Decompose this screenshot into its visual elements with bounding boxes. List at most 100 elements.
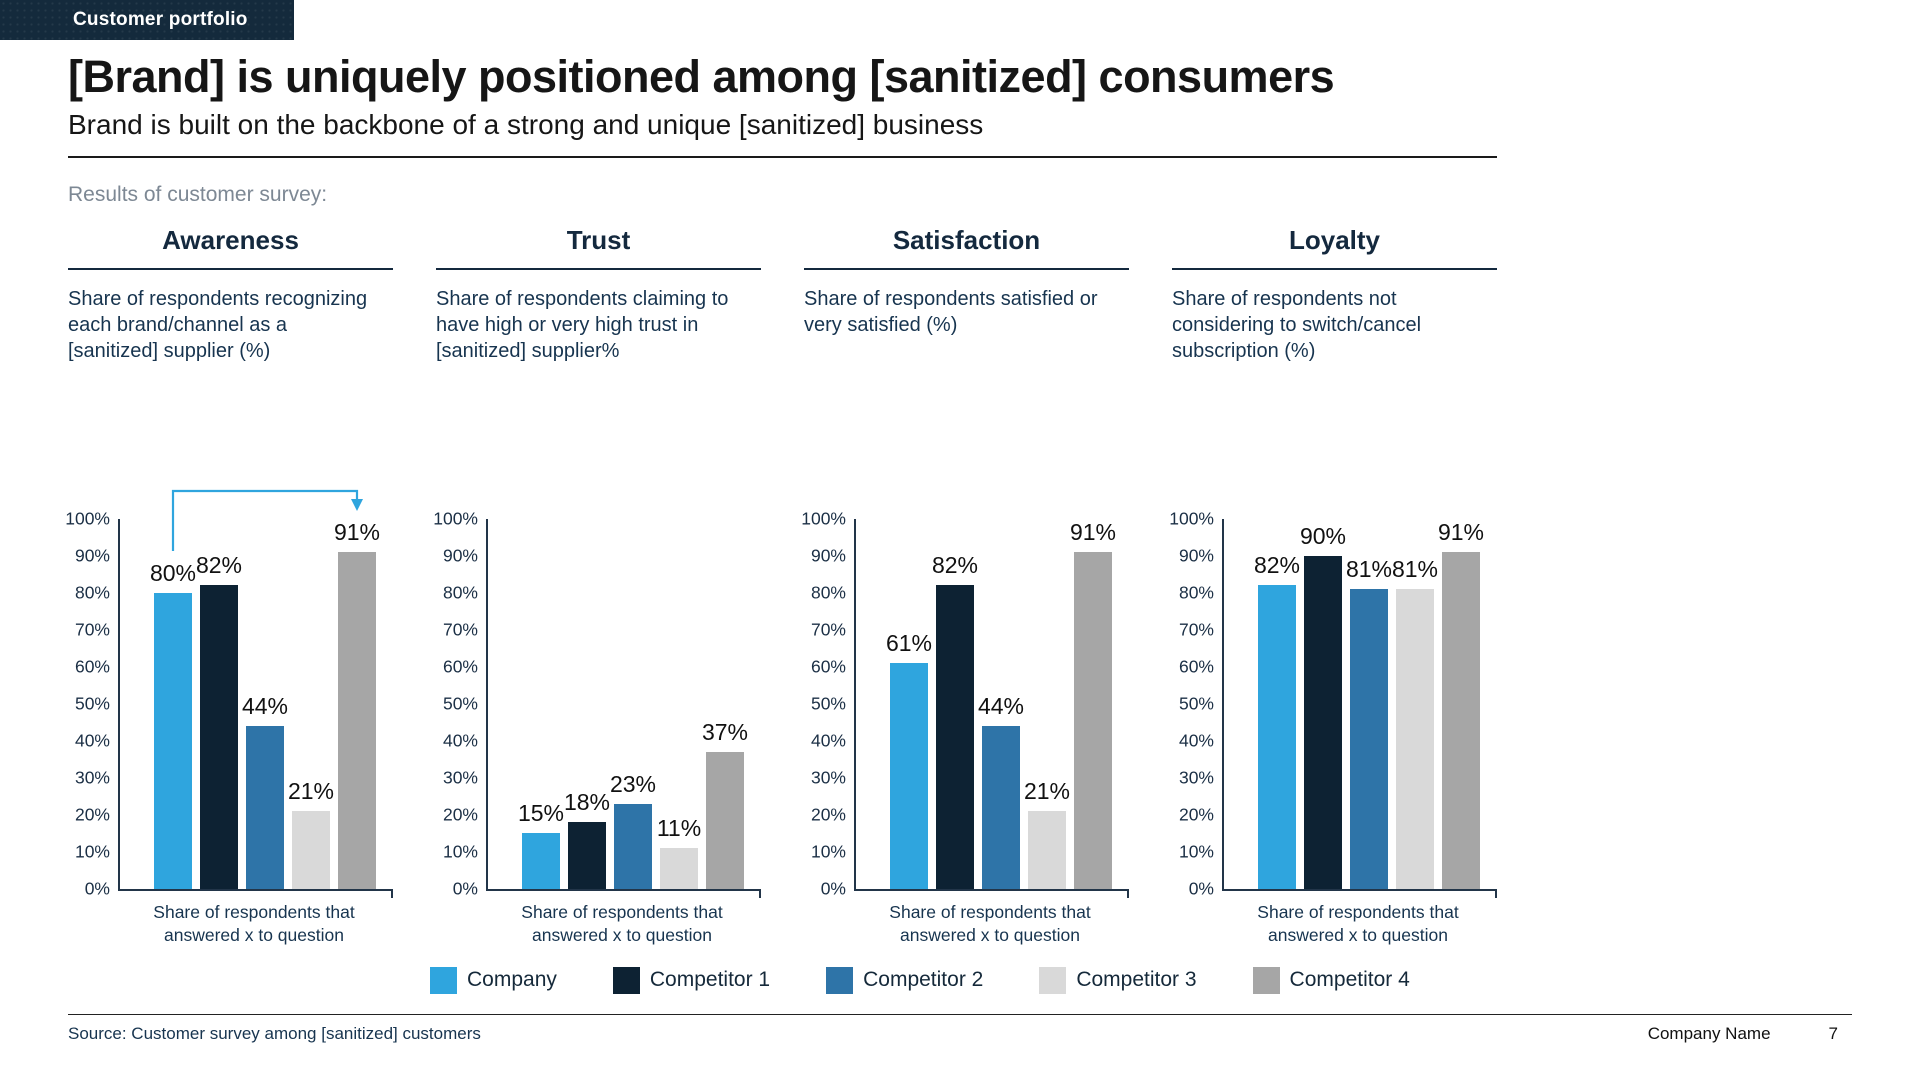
y-tick-label: 50%	[442, 693, 478, 714]
footer-right: Company Name 7	[1648, 1024, 1852, 1044]
x-axis-caption: Share of respondents that answered x to …	[889, 901, 1091, 945]
y-tick-label: 30%	[442, 767, 478, 788]
y-tick-label: 80%	[442, 582, 478, 603]
legend-item-competitor-1: Competitor 1	[612, 966, 771, 994]
y-tick-label: 90%	[810, 545, 846, 566]
bar-competitor-2	[982, 725, 1020, 889]
section-tag-label: Customer portfolio	[73, 9, 248, 30]
chart-legend: Company Competitor 1 Competitor 2 Competito…	[430, 966, 1920, 994]
y-tick-label: 70%	[74, 619, 110, 640]
chart-columns: Awareness Share of respondents recognizi…	[65, 225, 1920, 947]
y-tick-label: 20%	[1178, 804, 1214, 825]
y-tick-label: 90%	[442, 545, 478, 566]
y-tick-label: 80%	[1178, 582, 1214, 603]
y-tick-label: 30%	[810, 767, 846, 788]
bar-value-label: 90%	[1299, 522, 1347, 549]
legend-label: Competitor 4	[1289, 968, 1410, 992]
bar-chart-satisfaction: 100% 90% 80% 70% 60% 50% 40% 30% 20% 10% 0% 61% 82%…	[801, 441, 1129, 898]
plot-area: 15% 18% 23% 11% 37%	[486, 518, 761, 898]
plot-area: 80% 82% 44% 21% 91%	[118, 489, 393, 898]
footer: Source: Customer survey among [sanitized…	[68, 1014, 1852, 1044]
y-tick-label: 70%	[810, 619, 846, 640]
bar-competitor-4	[1074, 551, 1112, 889]
x-axis-caption: Share of respondents that answered x to …	[521, 901, 723, 945]
legend-label: Competitor 3	[1076, 968, 1197, 992]
bar-value-label: 44%	[977, 692, 1025, 719]
y-tick-label: 40%	[1178, 730, 1214, 751]
y-tick-label: 100%	[65, 508, 110, 529]
bar-value-label: 81%	[1391, 555, 1439, 582]
y-tick-label: 20%	[442, 804, 478, 825]
slide-subtitle: Brand is built on the backbone of a stro…	[68, 108, 984, 140]
y-tick-label: 10%	[442, 841, 478, 862]
bar-competitor-1	[200, 585, 238, 889]
header-divider	[68, 155, 1497, 158]
bar-competitor-4	[338, 551, 376, 889]
slide-title: [Brand] is uniquely positioned among [sa…	[68, 51, 1335, 102]
legend-item-competitor-4: Competitor 4	[1252, 966, 1410, 994]
bar-chart-awareness: 100% 90% 80% 70% 60% 50% 40% 30% 20% 10% 0% 80% 82%…	[65, 441, 393, 898]
bar-value-label: 82%	[195, 552, 243, 579]
plot-area: 82% 90% 81% 81% 91%	[1222, 518, 1497, 898]
bar-competitor-3	[1396, 588, 1434, 889]
plot-area: 61% 82% 44% 21% 91%	[854, 518, 1129, 898]
legend-label: Competitor 2	[863, 968, 984, 992]
legend-item-competitor-2: Competitor 2	[826, 966, 984, 994]
section-tag-badge: Customer portfolio	[0, 0, 294, 40]
y-tick-label: 50%	[810, 693, 846, 714]
y-tick-label: 90%	[1178, 545, 1214, 566]
y-tick-label: 40%	[810, 730, 846, 751]
bar-competitor-3	[1028, 810, 1066, 889]
y-tick-label: 20%	[810, 804, 846, 825]
panel-description: Share of respondents claiming to have hi…	[436, 287, 729, 362]
bar-company	[1258, 585, 1296, 889]
chart-panel-awareness: Awareness Share of respondents recognizi…	[65, 225, 393, 947]
bar-value-label: 61%	[885, 629, 933, 656]
y-tick-label: 60%	[1178, 656, 1214, 677]
y-tick-label: 50%	[1178, 693, 1214, 714]
bar-chart-trust: 100% 90% 80% 70% 60% 50% 40% 30% 20% 10% 0% 15% 18%…	[433, 441, 761, 898]
bar-competitor-2	[1350, 588, 1388, 889]
panel-title: Awareness	[68, 225, 393, 270]
bar-value-label: 21%	[287, 777, 335, 804]
panel-title: Loyalty	[1172, 225, 1497, 270]
legend-swatch	[612, 966, 640, 994]
bar-company	[522, 833, 560, 889]
bar-competitor-4	[1442, 551, 1480, 889]
y-tick-label: 50%	[74, 693, 110, 714]
bar-value-label: 82%	[1253, 552, 1301, 579]
y-tick-label: 10%	[74, 841, 110, 862]
company-name: Company Name	[1647, 1024, 1771, 1043]
bar-competitor-3	[660, 847, 698, 889]
panel-description: Share of respondents satisfied or very s…	[804, 287, 1098, 336]
intro-label: Results of customer survey:	[68, 182, 328, 206]
y-tick-label: 0%	[84, 878, 110, 899]
bar-company	[154, 592, 192, 889]
y-tick-label: 10%	[810, 841, 846, 862]
panel-title: Satisfaction	[804, 225, 1129, 270]
y-tick-label: 70%	[1178, 619, 1214, 640]
legend-item-competitor-3: Competitor 3	[1039, 966, 1197, 994]
x-axis-caption: Share of respondents that answered x to …	[1257, 901, 1459, 945]
legend-swatch	[430, 966, 457, 994]
y-tick-label: 0%	[1188, 878, 1214, 899]
y-tick-label: 100%	[801, 508, 846, 529]
legend-swatch	[826, 966, 854, 994]
bar-value-label: 37%	[701, 718, 749, 745]
y-tick-label: 20%	[74, 804, 110, 825]
bar-value-label: 15%	[517, 800, 565, 827]
legend-swatch	[1252, 966, 1280, 994]
legend-label: Competitor 1	[649, 968, 771, 992]
bar-company	[890, 662, 928, 889]
source-note: Source: Customer survey among [sanitized…	[68, 1024, 481, 1043]
panel-title: Trust	[436, 225, 761, 270]
bar-competitor-4	[706, 751, 744, 889]
bar-value-label: 23%	[609, 770, 657, 797]
page-number: 7	[1828, 1024, 1838, 1043]
y-tick-label: 80%	[810, 582, 846, 603]
slide-content: [Brand] is uniquely positioned among [sa…	[65, 51, 1920, 994]
y-tick-label: 40%	[74, 730, 110, 751]
y-tick-label: 100%	[1169, 508, 1214, 529]
bar-value-label: 82%	[931, 552, 979, 579]
y-tick-label: 40%	[442, 730, 478, 751]
